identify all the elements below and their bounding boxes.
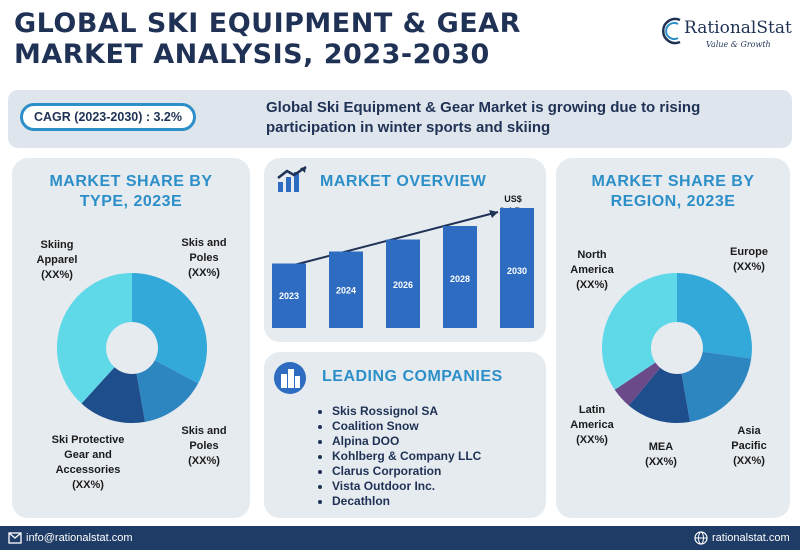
type-panel-title: MARKET SHARE BY TYPE, 2023E: [12, 172, 250, 212]
label-protective-gear: Ski Protective Gear and Accessories (XX%…: [36, 433, 140, 493]
label-value: (XX%): [72, 479, 104, 491]
label-latin-america: Latin America (XX%): [560, 403, 624, 448]
label-value: (XX%): [645, 456, 677, 468]
company-item: Clarus Corporation: [332, 464, 481, 479]
label-text: Europe: [730, 246, 768, 258]
label-north-america: North America (XX%): [560, 248, 624, 293]
label-text: Poles: [189, 440, 219, 452]
donut-segment-asia-pacific: [681, 351, 752, 422]
label-mea: MEA (XX%): [636, 440, 686, 470]
label-text: Skiing: [40, 239, 74, 251]
label-text: Pacific: [731, 440, 767, 452]
label-text: MEA: [648, 441, 674, 453]
overview-bar-2023: [272, 263, 306, 328]
companies-list: Skis Rossignol SA Coalition Snow Alpina …: [314, 404, 481, 509]
type-donut-chart: [56, 273, 207, 424]
label-text: Gear and: [64, 449, 112, 461]
overview-bar-year-label: 2026: [393, 280, 413, 290]
label-value: (XX%): [41, 269, 73, 281]
donut-segment-skis-poles-top: [132, 273, 207, 384]
title-line-1: Global Ski Equipment & Gear: [14, 8, 521, 39]
label-text: America: [570, 419, 614, 431]
logo-tagline: Value & Growth: [706, 40, 771, 49]
donut-segment-europe: [677, 273, 752, 359]
mail-icon: [8, 532, 22, 544]
label-value: (XX%): [188, 455, 220, 467]
label-text: Poles: [189, 252, 219, 264]
region-donut-chart: [601, 273, 752, 424]
company-item: Alpina DOO: [332, 434, 481, 449]
type-share-panel: [12, 158, 250, 518]
type-title-line-1: MARKET SHARE BY: [49, 173, 213, 190]
banner-text: Global Ski Equipment & Gear Market is gr…: [266, 99, 701, 136]
label-text: Latin: [578, 404, 606, 416]
label-text: Skis and: [181, 425, 227, 437]
type-title-line-2: TYPE, 2023E: [79, 193, 183, 210]
donut-segment-north-america: [601, 273, 677, 390]
buildings-icon: [274, 362, 306, 394]
label-text: North: [577, 249, 607, 261]
overview-bar-year-label: 2030: [507, 266, 527, 276]
logo-name: RationalStat: [684, 18, 792, 38]
overview-bar-2028: [443, 226, 477, 328]
label-value: (XX%): [733, 455, 765, 467]
overview-bar-2030: [500, 208, 534, 328]
donut-segment-mea: [628, 367, 690, 424]
label-value: (XX%): [576, 279, 608, 291]
footer-bar: [0, 526, 800, 550]
donut-segment-skis-poles-bottom: [136, 360, 199, 422]
footer-email[interactable]: info@rationalstat.com: [26, 532, 133, 544]
label-asia-pacific: Asia Pacific (XX%): [722, 424, 776, 469]
label-skis-poles-top: Skis and Poles (XX%): [170, 236, 238, 281]
overview-bar-2026: [386, 239, 420, 328]
label-text: Accessories: [55, 464, 121, 476]
donut-segment-skiing-apparel: [56, 273, 132, 404]
label-text: Skis and: [181, 237, 227, 249]
donut-segment-latin-america: [614, 362, 661, 406]
label-value: (XX%): [733, 261, 765, 273]
market-overview-bars: 2023 2024 2026 2028 2030: [272, 208, 534, 328]
overview-bar-2024: [329, 251, 363, 328]
label-text: Ski Protective: [51, 434, 125, 446]
market-overview-title: MARKET OVERVIEW: [320, 173, 487, 190]
rs-circle-logo-icon: [662, 17, 681, 45]
region-title-line-2: REGION, 2023E: [610, 193, 736, 210]
region-panel-title: MARKET SHARE BY REGION, 2023E: [556, 172, 790, 212]
overview-bar-year-label: 2023: [279, 291, 299, 301]
footer-website[interactable]: rationalstat.com: [712, 532, 790, 544]
cagr-badge: CAGR (2023-2030) : 3.2%: [20, 103, 196, 131]
label-skiing-apparel: Skiing Apparel (XX%): [22, 238, 92, 283]
growth-chart-icon: [277, 166, 307, 192]
donut-segment-protective-gear: [81, 367, 145, 424]
label-europe: Europe (XX%): [722, 245, 776, 275]
label-text: Asia: [737, 425, 761, 437]
label-text: America: [570, 264, 614, 276]
leading-companies-title: LEADING COMPANIES: [322, 368, 503, 385]
label-value: (XX%): [576, 434, 608, 446]
company-item: Coalition Snow: [332, 419, 481, 434]
title-line-2: Market Analysis, 2023-2030: [14, 39, 490, 70]
company-item: Decathlon: [332, 494, 481, 509]
label-text: Apparel: [36, 254, 78, 266]
company-item: Vista Outdoor Inc.: [332, 479, 481, 494]
globe-icon: [694, 531, 708, 545]
leading-companies-panel: [264, 352, 546, 518]
value-currency: US$: [504, 194, 522, 204]
company-item: Kohlberg & Company LLC: [332, 449, 481, 464]
page-title: Global Ski Equipment & Gear Market Analy…: [14, 8, 521, 70]
overview-bar-year-label: 2028: [450, 274, 470, 284]
company-item: Skis Rossignol SA: [332, 404, 481, 419]
label-value: (XX%): [188, 267, 220, 279]
label-skis-poles-bottom: Skis and Poles (XX%): [170, 424, 238, 469]
overview-bar-year-label: 2024: [336, 286, 356, 296]
region-title-line-1: MARKET SHARE BY: [591, 173, 755, 190]
